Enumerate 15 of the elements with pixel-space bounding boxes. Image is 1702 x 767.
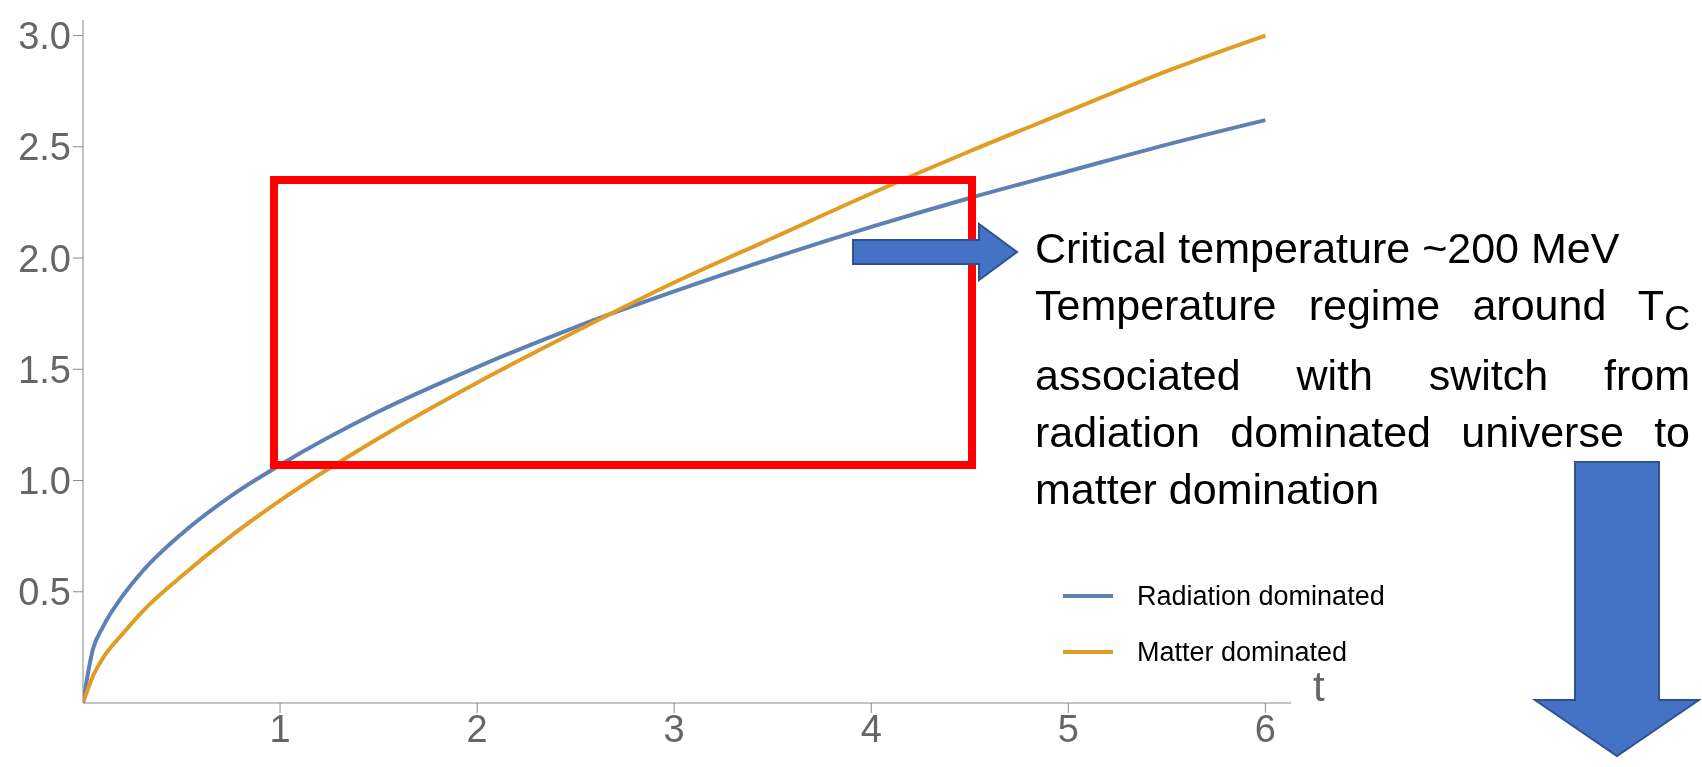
legend-label: Radiation dominated — [1137, 580, 1385, 612]
x-tick-label: 2 — [466, 707, 488, 750]
x-tick-label: 6 — [1254, 707, 1276, 750]
y-tick-label: 1.0 — [18, 460, 71, 503]
y-tick-label: 3.0 — [18, 15, 71, 58]
x-tick-label: 4 — [860, 707, 882, 750]
annotation: Temperature regime around T$_{C}$ associated with switch from radiation dominated universe to matter domination — [1035, 280, 1690, 515]
y-tick-label: 0.5 — [18, 571, 71, 614]
x-tick-label: 1 — [269, 707, 291, 750]
x-tick-label: 5 — [1057, 707, 1079, 750]
y-tick-label: 2.5 — [18, 126, 71, 169]
x-tick-label: 3 — [663, 707, 685, 750]
annotation: Critical temperature ~200 MeV — [1035, 223, 1621, 274]
y-tick-label: 1.5 — [18, 348, 71, 391]
y-tick-label: 2.0 — [18, 237, 71, 280]
